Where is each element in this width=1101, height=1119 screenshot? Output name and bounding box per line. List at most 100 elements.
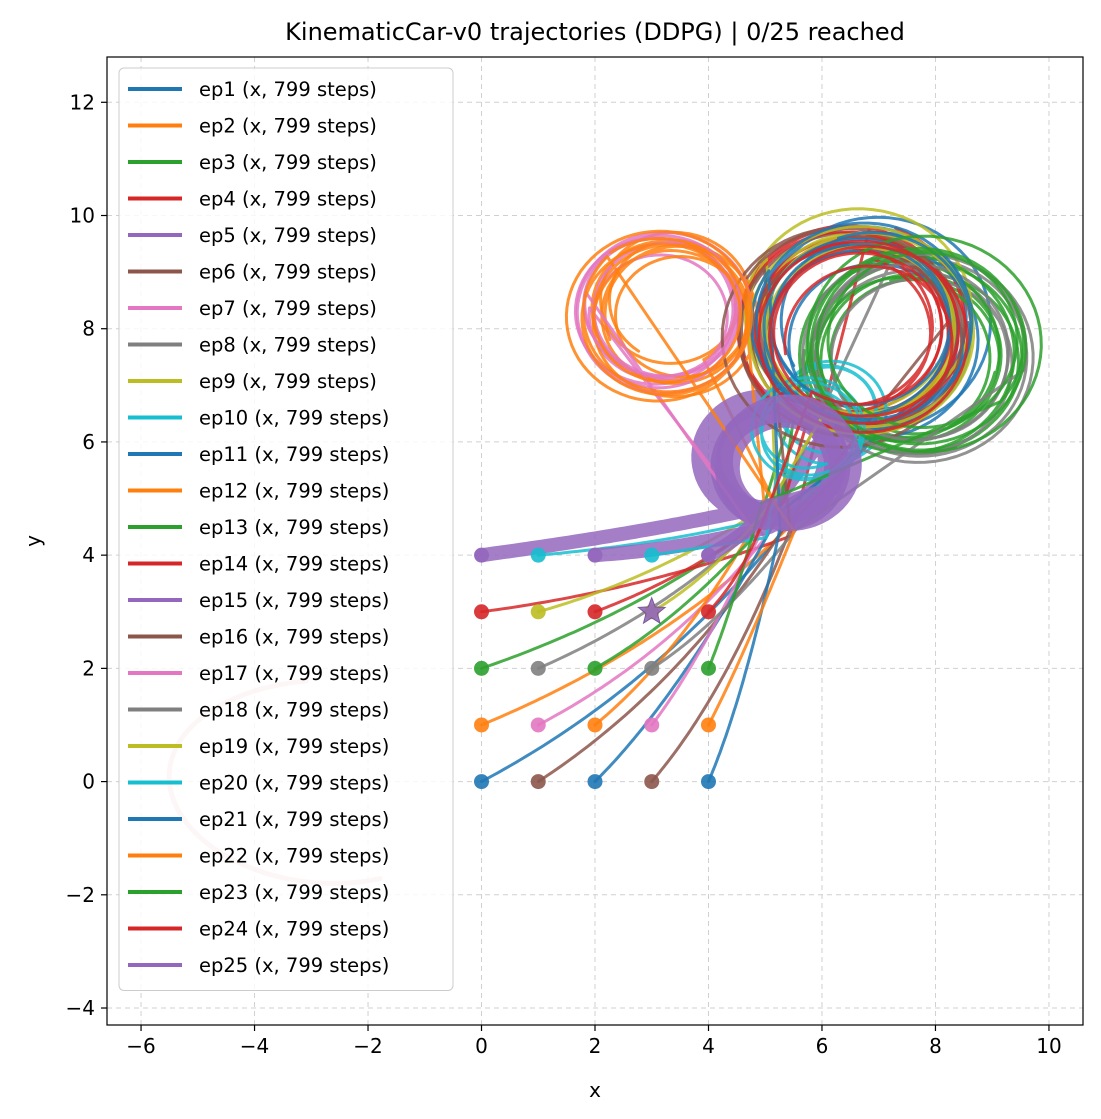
legend-entry: ep5 (x, 799 steps) — [128, 224, 377, 247]
legend-label: ep7 (x, 799 steps) — [199, 297, 377, 320]
legend-label: ep9 (x, 799 steps) — [199, 370, 377, 393]
legend-entry: ep25 (x, 799 steps) — [128, 954, 389, 977]
y-axis-label: y — [21, 535, 45, 547]
legend-label: ep17 (x, 799 steps) — [199, 662, 389, 685]
start-point-ep11 — [587, 774, 603, 790]
start-point-ep3 — [474, 660, 490, 676]
start-markers — [474, 547, 716, 790]
series-21 — [707, 221, 974, 784]
x-tick-label: 0 — [475, 1034, 488, 1058]
legend-label: ep16 (x, 799 steps) — [199, 626, 389, 649]
y-tick-label: −2 — [66, 883, 95, 907]
legend-label: ep6 (x, 799 steps) — [199, 261, 377, 284]
legend-label: ep11 (x, 799 steps) — [199, 443, 389, 466]
legend-label: ep13 (x, 799 steps) — [199, 516, 389, 539]
legend-label: ep22 (x, 799 steps) — [199, 845, 389, 868]
start-point-ep21 — [700, 774, 716, 790]
start-point-ep24 — [700, 604, 716, 620]
y-tick-label: 8 — [82, 317, 95, 341]
legend-entry: ep7 (x, 799 steps) — [128, 297, 377, 320]
legend-entry: ep1 (x, 799 steps) — [128, 78, 377, 101]
axis-ticks: −6 −4 −2 0 2 4 6 8 10 −4 −2 0 2 4 6 8 10 12 — [66, 90, 1062, 1058]
start-point-ep12 — [587, 717, 603, 733]
legend-entry: ep9 (x, 799 steps) — [128, 370, 377, 393]
legend-label: ep23 (x, 799 steps) — [199, 881, 389, 904]
x-axis-label: x — [589, 1078, 601, 1102]
x-tick-label: −2 — [353, 1034, 382, 1058]
legend-label: ep18 (x, 799 steps) — [199, 699, 389, 722]
legend-entry: ep15 (x, 799 steps) — [128, 589, 389, 612]
legend-entry: ep19 (x, 799 steps) — [128, 735, 389, 758]
x-tick-label: −4 — [240, 1034, 269, 1058]
legend-entry: ep16 (x, 799 steps) — [128, 626, 389, 649]
y-tick-label: 6 — [82, 430, 95, 454]
legend-label: ep14 (x, 799 steps) — [199, 553, 389, 576]
start-point-ep13 — [587, 660, 603, 676]
start-point-ep20 — [644, 547, 660, 563]
start-point-ep25 — [700, 547, 716, 563]
legend-entry: ep12 (x, 799 steps) — [128, 480, 389, 503]
legend-entry: ep20 (x, 799 steps) — [128, 772, 389, 795]
legend-label: ep3 (x, 799 steps) — [199, 151, 377, 174]
start-point-ep8 — [530, 660, 546, 676]
series-line — [650, 249, 1035, 670]
y-tick-label: 10 — [70, 204, 95, 228]
series-25 — [701, 394, 862, 563]
x-tick-label: 10 — [1036, 1034, 1061, 1058]
y-tick-label: −4 — [66, 996, 95, 1020]
series-18 — [650, 249, 1035, 670]
start-point-ep22 — [700, 717, 716, 733]
legend-entry: ep14 (x, 799 steps) — [128, 553, 389, 576]
legend-label: ep12 (x, 799 steps) — [199, 480, 389, 503]
chart-title: KinematicCar-v0 trajectories (DDPG) | 0/… — [285, 18, 905, 46]
series-line — [593, 241, 980, 784]
start-point-ep5 — [474, 547, 490, 563]
legend-label: ep20 (x, 799 steps) — [199, 772, 389, 795]
legend-entry: ep17 (x, 799 steps) — [128, 662, 389, 685]
legend-entry: ep18 (x, 799 steps) — [128, 699, 389, 722]
legend-entry: ep10 (x, 799 steps) — [128, 407, 389, 430]
legend-entry: ep24 (x, 799 steps) — [128, 918, 389, 941]
start-point-ep16 — [644, 774, 660, 790]
legend-label: ep10 (x, 799 steps) — [199, 407, 389, 430]
start-point-ep9 — [530, 604, 546, 620]
x-tick-label: 8 — [929, 1034, 942, 1058]
legend-entry: ep13 (x, 799 steps) — [128, 516, 389, 539]
legend-entry: ep8 (x, 799 steps) — [128, 334, 377, 357]
legend-label: ep4 (x, 799 steps) — [199, 188, 377, 211]
y-tick-label: 0 — [82, 770, 95, 794]
legend-label: ep25 (x, 799 steps) — [199, 954, 389, 977]
legend-label: ep19 (x, 799 steps) — [199, 735, 389, 758]
y-tick-label: 12 — [70, 90, 95, 114]
legend-entry: ep11 (x, 799 steps) — [128, 443, 389, 466]
series-22 — [564, 229, 796, 727]
start-point-ep18 — [644, 660, 660, 676]
goal-marker-group — [637, 596, 667, 625]
x-tick-label: 4 — [702, 1034, 715, 1058]
legend-label: ep24 (x, 799 steps) — [199, 918, 389, 941]
legend-entry: ep6 (x, 799 steps) — [128, 261, 377, 284]
legend-entry: ep23 (x, 799 steps) — [128, 881, 389, 904]
legend-entry: ep2 (x, 799 steps) — [128, 115, 377, 138]
legend-entry: ep21 (x, 799 steps) — [128, 808, 389, 831]
legend-label: ep1 (x, 799 steps) — [199, 78, 377, 101]
legend-label: ep15 (x, 799 steps) — [199, 589, 389, 612]
start-point-ep6 — [530, 774, 546, 790]
start-point-ep17 — [644, 717, 660, 733]
legend: ep1 (x, 799 steps) ep2 (x, 799 steps) ep3 … — [118, 67, 454, 991]
legend-label: ep5 (x, 799 steps) — [199, 224, 377, 247]
y-tick-label: 4 — [82, 543, 95, 567]
start-point-ep14 — [587, 604, 603, 620]
series-11 — [593, 241, 980, 784]
legend-entry: ep22 (x, 799 steps) — [128, 845, 389, 868]
x-tick-label: 2 — [589, 1034, 602, 1058]
legend-box — [118, 67, 454, 991]
start-point-ep4 — [474, 604, 490, 620]
legend-label: ep2 (x, 799 steps) — [199, 115, 377, 138]
series-line — [701, 394, 862, 563]
legend-label: ep21 (x, 799 steps) — [199, 808, 389, 831]
start-point-ep10 — [530, 547, 546, 563]
x-tick-label: −6 — [126, 1034, 155, 1058]
start-point-ep1 — [474, 774, 490, 790]
